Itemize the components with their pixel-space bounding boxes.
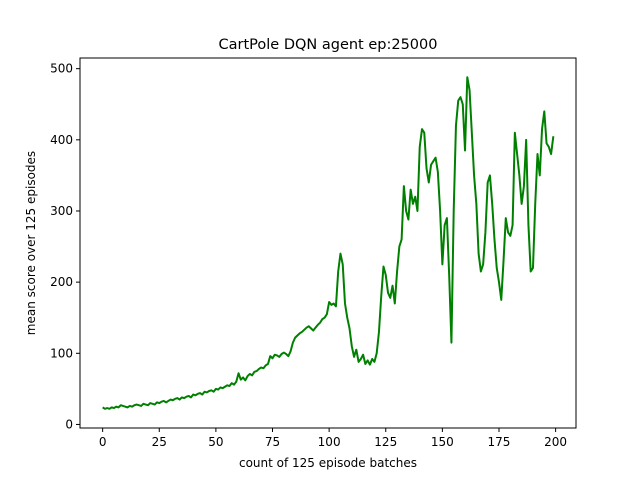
y-tick-label: 500 [50,62,73,76]
x-tick-label: 100 [318,435,341,449]
y-tick-label: 400 [50,133,73,147]
x-axis: 0 25 50 75 100 125 150 175 200 [99,428,567,449]
x-tick-label: 50 [208,435,223,449]
x-tick-label: 75 [265,435,280,449]
x-tick-label: 0 [99,435,107,449]
x-axis-label: count of 125 episode batches [239,456,417,470]
y-tick-label: 0 [65,417,73,431]
x-tick-label: 25 [152,435,167,449]
x-tick-label: 150 [431,435,454,449]
series-layer [102,76,555,410]
y-axis-label: mean score over 125 episodes [24,151,38,335]
y-tick-label: 100 [50,346,73,360]
x-tick-label: 125 [374,435,397,449]
y-tick-label: 300 [50,204,73,218]
plot-frame [79,57,577,429]
y-tick-label: 200 [50,275,73,289]
score-series-line [102,76,555,410]
y-axis: 0 100 200 300 400 500 [50,62,80,431]
x-tick-label: 175 [488,435,511,449]
chart-title: CartPole DQN agent ep:25000 [219,37,438,53]
x-tick-label: 200 [544,435,567,449]
